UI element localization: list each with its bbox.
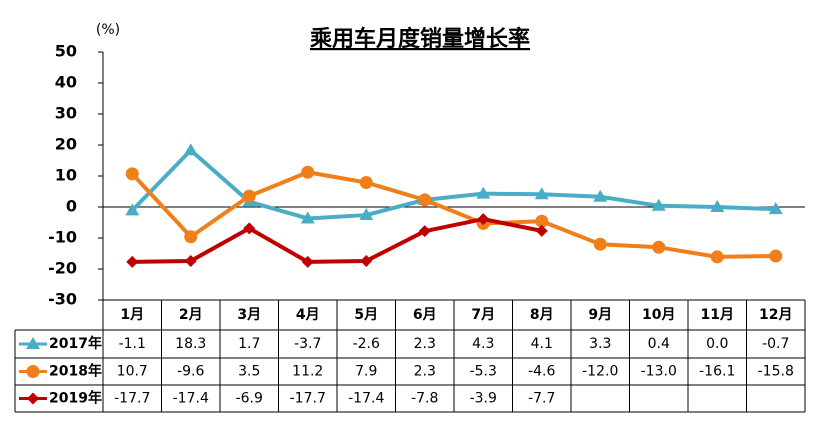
marker xyxy=(769,249,783,263)
table-value: 3.5 xyxy=(238,364,260,380)
x-tick-label: 11月 xyxy=(701,307,734,323)
marker xyxy=(26,365,40,378)
marker xyxy=(360,254,373,267)
table-value: -16.1 xyxy=(699,364,735,380)
marker xyxy=(593,237,607,251)
table-value: -17.4 xyxy=(173,391,209,407)
marker xyxy=(301,255,314,268)
marker xyxy=(418,193,432,207)
table-value: -13.0 xyxy=(641,364,677,380)
marker xyxy=(242,189,256,203)
table-value: 4.1 xyxy=(531,336,553,352)
x-tick-label: 4月 xyxy=(296,307,320,323)
table-value: -9.6 xyxy=(177,364,204,380)
marker xyxy=(710,250,724,264)
table-value: 10.7 xyxy=(117,364,148,380)
y-tick-label: 50 xyxy=(55,42,77,61)
table-value: -6.9 xyxy=(236,391,263,407)
y-tick-label: -20 xyxy=(48,259,77,278)
chart-title: 乘用车月度销量增长率 xyxy=(309,26,530,52)
x-tick-label: 10月 xyxy=(642,307,675,323)
x-tick-label: 3月 xyxy=(237,307,261,323)
table-value: -17.7 xyxy=(290,391,326,407)
x-tick-label: 7月 xyxy=(471,307,495,323)
marker xyxy=(768,202,783,215)
series-line xyxy=(130,170,776,259)
marker xyxy=(652,240,666,254)
table-value: -3.7 xyxy=(294,336,321,352)
table-value: 2.3 xyxy=(414,336,436,352)
series-line xyxy=(132,217,543,264)
marker xyxy=(476,186,491,199)
marker xyxy=(418,225,431,238)
marker xyxy=(126,255,139,268)
table-value: 7.9 xyxy=(355,364,377,380)
y-unit: (%) xyxy=(96,22,120,38)
table-value: 2.3 xyxy=(414,364,436,380)
marker xyxy=(184,230,198,244)
x-tick-label: 9月 xyxy=(588,307,612,323)
y-tick-label: -30 xyxy=(48,290,77,309)
table-value: -7.8 xyxy=(411,391,438,407)
marker xyxy=(477,213,490,226)
table-value: 0.4 xyxy=(648,336,670,352)
marker xyxy=(243,222,256,235)
table-value: 4.3 xyxy=(472,336,494,352)
table-value: -3.9 xyxy=(470,391,497,407)
marker xyxy=(535,214,549,228)
marker xyxy=(534,187,549,200)
table-value: -1.1 xyxy=(119,336,146,352)
marker xyxy=(125,203,140,216)
y-tick-label: 0 xyxy=(66,197,77,216)
marker xyxy=(651,198,666,211)
marker xyxy=(593,189,608,202)
table-value: -4.6 xyxy=(528,364,555,380)
table-value: -5.3 xyxy=(470,364,497,380)
y-tick-label: -10 xyxy=(48,228,77,247)
legend-label: 2017年 xyxy=(49,335,102,352)
marker xyxy=(26,337,40,349)
marker xyxy=(535,224,548,237)
x-tick-label: 12月 xyxy=(759,307,792,323)
table-value: -17.4 xyxy=(348,391,384,407)
table-value: -7.7 xyxy=(528,391,555,407)
table-value: 18.3 xyxy=(175,336,206,352)
table-value: 3.3 xyxy=(589,336,611,352)
marker xyxy=(359,176,373,190)
marker xyxy=(184,254,197,267)
y-tick-label: 20 xyxy=(55,135,77,154)
x-tick-label: 8月 xyxy=(530,307,554,323)
x-tick-label: 2月 xyxy=(179,307,203,323)
legend-label: 2019年 xyxy=(49,390,102,407)
y-tick-label: 10 xyxy=(55,166,77,185)
marker xyxy=(710,200,725,212)
legend-label: 2018年 xyxy=(49,363,102,380)
marker xyxy=(301,165,315,179)
table-value: 1.7 xyxy=(238,336,260,352)
x-tick-label: 1月 xyxy=(120,307,144,323)
marker xyxy=(27,392,39,405)
marker xyxy=(183,143,198,156)
marker xyxy=(359,208,374,221)
table-value: -17.7 xyxy=(114,391,150,407)
x-tick-label: 5月 xyxy=(354,307,378,323)
marker xyxy=(300,211,315,224)
series-line xyxy=(130,148,776,221)
y-tick-label: 40 xyxy=(55,73,77,92)
table-value: -12.0 xyxy=(582,364,618,380)
x-tick-label: 6月 xyxy=(413,307,437,323)
y-tick-label: 30 xyxy=(55,104,77,123)
marker xyxy=(125,167,139,181)
table-value: -0.7 xyxy=(762,336,789,352)
table-value: 0.0 xyxy=(706,336,728,352)
table-value: 11.2 xyxy=(292,364,323,380)
table-value: -2.6 xyxy=(353,336,380,352)
table-value: -15.8 xyxy=(758,364,794,380)
